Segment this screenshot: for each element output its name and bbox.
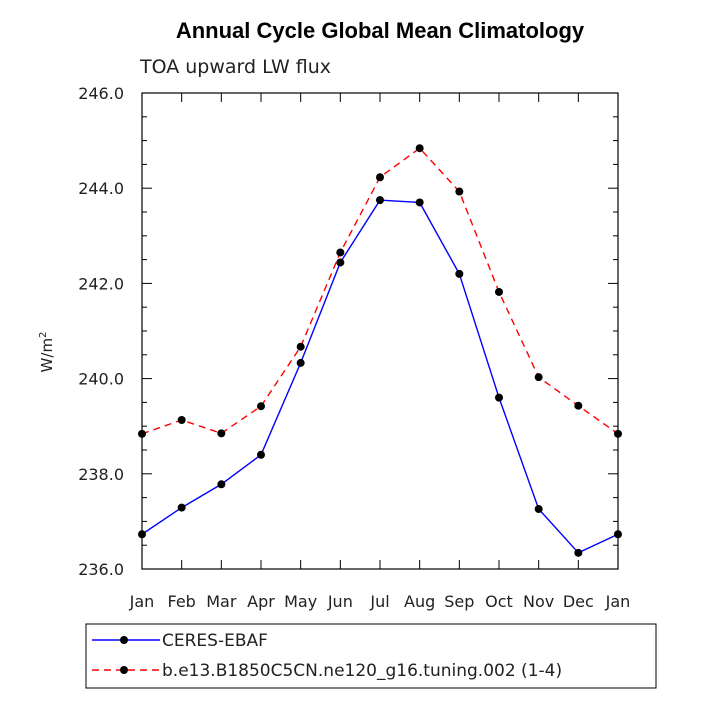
legend-label-1: CERES-EBAF xyxy=(162,631,268,651)
series-1-point xyxy=(495,393,503,402)
x-tick-label: Apr xyxy=(247,592,275,611)
x-tick-label: Jun xyxy=(327,592,353,611)
series-1-point xyxy=(257,450,265,459)
series-2-point xyxy=(138,429,146,438)
series-1-point xyxy=(455,269,464,278)
series-1-point xyxy=(217,480,226,489)
y-tick-label: 242.0 xyxy=(78,274,124,293)
x-tick-label: Aug xyxy=(404,592,435,611)
x-tick-label: Oct xyxy=(485,592,513,611)
series-1-point xyxy=(574,548,583,557)
series-2-point xyxy=(217,429,226,438)
series-2-point xyxy=(455,187,464,196)
series-2-point xyxy=(574,401,583,410)
series-2-point xyxy=(534,373,543,382)
x-tick-label: Nov xyxy=(523,592,554,611)
chart-subtitle: TOA upward LW flux xyxy=(139,56,331,78)
series-1-point xyxy=(138,530,146,539)
series-1-point xyxy=(296,358,305,367)
plot-frame xyxy=(141,92,619,570)
series-2-point xyxy=(376,173,384,182)
series-2-point xyxy=(614,429,622,438)
series-line-2 xyxy=(141,147,619,435)
y-tick-label: 238.0 xyxy=(78,465,124,484)
y-tick-label: 240.0 xyxy=(78,370,124,389)
x-tick-label: Sep xyxy=(444,592,474,611)
x-tick-label: Dec xyxy=(563,592,594,611)
series-2-point xyxy=(296,342,305,351)
series-1-point xyxy=(177,503,186,512)
chart-title: Annual Cycle Global Mean Climatology xyxy=(176,18,585,43)
legend-label-2: b.e13.B1850C5CN.ne120_g16.tuning.002 (1-… xyxy=(162,661,562,681)
series-layer xyxy=(138,144,622,557)
y-tick-label: 236.0 xyxy=(78,560,124,579)
series-2-point xyxy=(177,416,186,425)
x-tick-label: Mar xyxy=(206,592,237,611)
tick-marks xyxy=(141,92,619,570)
series-2-point xyxy=(257,402,265,411)
legend-marker-2 xyxy=(120,666,128,674)
series-1-point xyxy=(415,198,424,207)
x-tick-label: Feb xyxy=(168,592,196,611)
x-tick-label: Jan xyxy=(129,592,155,611)
x-tick-labels: Jan Feb Mar Apr May Jun Jul Aug Sep Oct Nov Dec Jan xyxy=(129,592,631,611)
y-tick-labels: 236.0 238.0 240.0 242.0 244.0 246.0 xyxy=(78,84,124,579)
y-axis-label-superscript: 2 xyxy=(38,332,49,338)
series-2-point xyxy=(415,144,424,153)
series-line-1 xyxy=(141,199,619,554)
y-tick-label: 244.0 xyxy=(78,179,124,198)
y-tick-label: 246.0 xyxy=(78,84,124,103)
y-axis-label: W/m2 xyxy=(38,332,56,373)
series-1-point xyxy=(534,505,543,514)
series-1-point xyxy=(614,530,622,539)
series-1-point xyxy=(336,258,345,267)
series-2-point xyxy=(336,248,345,257)
x-tick-label: Jul xyxy=(369,592,389,611)
x-tick-label: Jan xyxy=(605,592,631,611)
series-1-point xyxy=(376,196,384,205)
legend: CERES-EBAF b.e13.B1850C5CN.ne120_g16.tuni… xyxy=(92,631,562,681)
x-tick-label: May xyxy=(284,592,317,611)
legend-box xyxy=(85,623,657,689)
legend-marker-1 xyxy=(120,636,128,644)
y-axis-label-text: W/m xyxy=(38,338,56,373)
series-2-point xyxy=(495,287,503,296)
